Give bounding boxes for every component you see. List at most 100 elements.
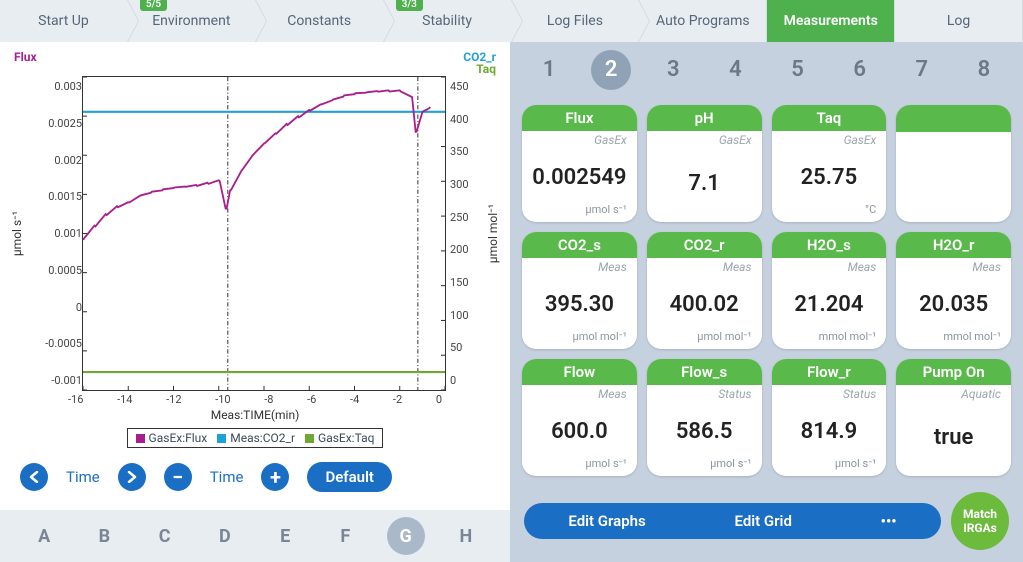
- tab-log[interactable]: Log: [895, 0, 1023, 42]
- tab-auto-programs[interactable]: Auto Programs: [639, 0, 767, 42]
- number-tab-2[interactable]: 2: [591, 50, 631, 90]
- more-button[interactable]: •••: [881, 512, 897, 530]
- letter-tab-e[interactable]: E: [266, 517, 304, 555]
- card-unit: [896, 470, 1011, 476]
- bottom-pill: Edit Graphs Edit Grid •••: [524, 503, 941, 539]
- tab-measurements[interactable]: Measurements: [767, 0, 895, 42]
- edit-grid-button[interactable]: Edit Grid: [735, 512, 792, 530]
- measurement-card-flux[interactable]: Flux GasEx 0.002549 µmol s⁻¹: [522, 105, 637, 222]
- measurement-card-pump-on[interactable]: Pump On Aquatic true: [896, 359, 1011, 476]
- card-sub: Meas: [772, 258, 887, 274]
- measurement-card-h2o_s[interactable]: H2O_s Meas 21.204 mmol mol⁻¹: [772, 232, 887, 349]
- card-unit: µmol s⁻¹: [522, 457, 637, 476]
- default-button[interactable]: Default: [307, 462, 392, 492]
- measurement-card-empty[interactable]: [896, 105, 1011, 222]
- tab-environment[interactable]: Environment5/5: [128, 0, 256, 42]
- letter-tab-f[interactable]: F: [326, 517, 364, 555]
- card-header: Flux: [522, 105, 637, 131]
- card-sub: Meas: [647, 258, 762, 274]
- letter-tab-g[interactable]: G: [387, 517, 425, 555]
- measurement-card-taq[interactable]: Taq GasEx 25.75 °C: [772, 105, 887, 222]
- card-value: 25.75: [772, 147, 887, 203]
- legend-item: GasEx:Taq: [305, 431, 374, 445]
- chart-panel: Flux CO2_r Taq µmol s⁻¹ 0.0030.00250.002…: [0, 42, 510, 562]
- chart-plot-area[interactable]: [82, 76, 446, 391]
- tab-constants[interactable]: Constants: [256, 0, 384, 42]
- time-label-2: Time: [210, 468, 244, 486]
- legend-item: Meas:CO2_r: [217, 431, 295, 445]
- card-sub: Status: [647, 385, 762, 401]
- card-sub: Status: [772, 385, 887, 401]
- card-header: Taq: [772, 105, 887, 131]
- card-value: 0.002549: [522, 147, 637, 203]
- card-header: Flow: [522, 359, 637, 385]
- series-label-flux: Flux: [14, 50, 37, 76]
- measurement-card-co2_r[interactable]: CO2_r Meas 400.02 µmol mol⁻¹: [647, 232, 762, 349]
- card-sub: Meas: [522, 258, 637, 274]
- measurement-card-flow_r[interactable]: Flow_r Status 814.9 µmol s⁻¹: [772, 359, 887, 476]
- card-value: 814.9: [772, 401, 887, 457]
- card-sub: Meas: [896, 258, 1011, 274]
- top-tab-bar: Start UpEnvironment5/5ConstantsStability…: [0, 0, 1023, 42]
- series-label-taq: Taq: [463, 62, 496, 76]
- chart-legend: GasEx:Flux Meas:CO2_r GasEx:Taq: [127, 428, 384, 448]
- tab-badge: 3/3: [396, 0, 423, 11]
- measurement-grid: Flux GasEx 0.002549 µmol s⁻¹ pH GasEx 7.…: [510, 97, 1023, 484]
- letter-tab-c[interactable]: C: [146, 517, 184, 555]
- card-unit: °C: [772, 203, 887, 222]
- time-plus-button[interactable]: +: [261, 463, 289, 491]
- card-value: 400.02: [647, 274, 762, 330]
- letter-tab-row: ABCDEFGH: [0, 510, 510, 562]
- card-header: CO2_s: [522, 232, 637, 258]
- card-sub: Aquatic: [896, 385, 1011, 401]
- card-value: 586.5: [647, 401, 762, 457]
- card-header: H2O_r: [896, 232, 1011, 258]
- number-tab-8[interactable]: 8: [964, 50, 1004, 90]
- card-value: 21.204: [772, 274, 887, 330]
- measurement-card-flow_s[interactable]: Flow_s Status 586.5 µmol s⁻¹: [647, 359, 762, 476]
- card-header: pH: [647, 105, 762, 131]
- time-controls: Time − Time + Default: [0, 448, 510, 506]
- card-sub: GasEx: [772, 131, 887, 147]
- y2-axis-label: µmol mol⁻¹: [486, 204, 500, 263]
- letter-tab-h[interactable]: H: [447, 517, 485, 555]
- number-tab-4[interactable]: 4: [715, 50, 755, 90]
- letter-tab-d[interactable]: D: [206, 517, 244, 555]
- time-prev-button[interactable]: [20, 463, 48, 491]
- tab-stability[interactable]: Stability3/3: [384, 0, 512, 42]
- y1-axis-label: µmol s⁻¹: [10, 211, 24, 256]
- x-axis-label: Meas:TIME(min): [10, 408, 500, 422]
- card-value: [896, 134, 1011, 216]
- measurements-panel: 12345678 Flux GasEx 0.002549 µmol s⁻¹ pH…: [510, 42, 1023, 562]
- card-header: Flow_r: [772, 359, 887, 385]
- match-irgas-button[interactable]: Match IRGAs: [951, 492, 1009, 550]
- time-minus-button[interactable]: −: [164, 463, 192, 491]
- card-unit: µmol mol⁻¹: [522, 330, 637, 349]
- card-unit: mmol mol⁻¹: [896, 330, 1011, 349]
- measurement-card-h2o_r[interactable]: H2O_r Meas 20.035 mmol mol⁻¹: [896, 232, 1011, 349]
- measurement-card-flow[interactable]: Flow Meas 600.0 µmol s⁻¹: [522, 359, 637, 476]
- number-tab-3[interactable]: 3: [653, 50, 693, 90]
- number-tab-7[interactable]: 7: [902, 50, 942, 90]
- number-tab-5[interactable]: 5: [778, 50, 818, 90]
- card-unit: mmol mol⁻¹: [772, 330, 887, 349]
- card-unit: [647, 216, 762, 222]
- card-value: 395.30: [522, 274, 637, 330]
- measurement-card-co2_s[interactable]: CO2_s Meas 395.30 µmol mol⁻¹: [522, 232, 637, 349]
- tab-start-up[interactable]: Start Up: [0, 0, 128, 42]
- letter-tab-a[interactable]: A: [25, 517, 63, 555]
- number-tab-row: 12345678: [510, 42, 1023, 97]
- tab-log-files[interactable]: Log Files: [512, 0, 640, 42]
- card-header: [896, 105, 1011, 132]
- bottom-controls: Edit Graphs Edit Grid ••• Match IRGAs: [510, 484, 1023, 562]
- card-unit: [896, 216, 1011, 222]
- edit-graphs-button[interactable]: Edit Graphs: [568, 512, 645, 530]
- letter-tab-b[interactable]: B: [85, 517, 123, 555]
- time-next-button[interactable]: [118, 463, 146, 491]
- measurement-card-ph[interactable]: pH GasEx 7.1: [647, 105, 762, 222]
- card-value: 7.1: [647, 147, 762, 216]
- number-tab-6[interactable]: 6: [840, 50, 880, 90]
- number-tab-1[interactable]: 1: [529, 50, 569, 90]
- legend-item: GasEx:Flux: [136, 431, 208, 445]
- card-unit: µmol s⁻¹: [772, 457, 887, 476]
